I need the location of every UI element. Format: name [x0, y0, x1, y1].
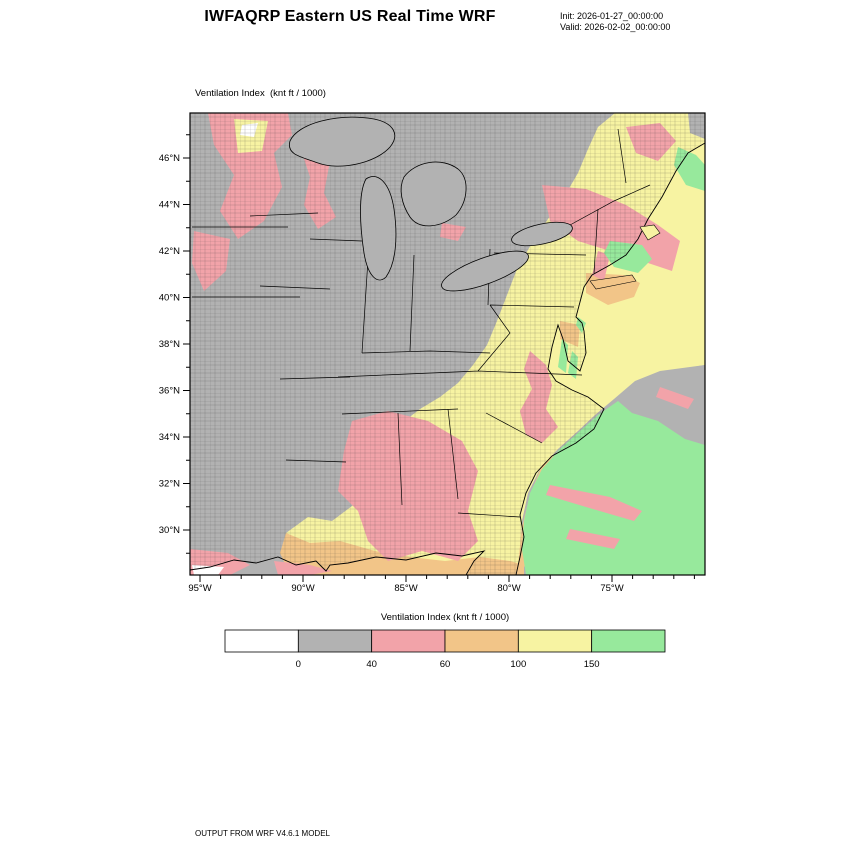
lon-label: 75°W [600, 583, 623, 594]
footer-line1: OUTPUT FROM WRF V4.6.1 MODEL [195, 829, 330, 838]
map-canvas [190, 113, 705, 575]
legend-title: Ventilation Index (knt ft / 1000) [381, 612, 509, 623]
lon-label: 85°W [394, 583, 417, 594]
lat-label: 32°N [159, 479, 180, 490]
map-area: 46°N 44°N 42°N 40°N 38°N 36°N 34°N 32°N … [145, 103, 725, 603]
lon-label: 90°W [291, 583, 314, 594]
lake-superior [289, 116, 396, 167]
lon-axis-labels: 95°W 90°W 85°W 80°W 75°W [188, 583, 623, 594]
lat-axis-labels: 46°N 44°N 42°N 40°N 38°N 36°N 34°N 32°N … [159, 153, 180, 536]
legend-cell-below [224, 629, 299, 653]
legend-cell-40-60 [371, 629, 446, 653]
lon-label: 95°W [188, 583, 211, 594]
cape-cod [639, 224, 661, 241]
state-boundaries [192, 128, 651, 518]
coastline [190, 113, 705, 575]
map-field-label: Ventilation Index (knt ft / 1000) [195, 88, 326, 99]
vi-region-midatlantic-ocean-gray [618, 365, 705, 445]
lake-erie [441, 250, 529, 292]
page-title: IWFAQRP Eastern US Real Time WRF [204, 8, 496, 25]
legend: Ventilation Index (knt ft / 1000) 0 40 6… [210, 610, 680, 675]
legend-tick-labels: 0 40 60 100 150 [296, 659, 600, 670]
legend-tick: 100 [510, 659, 526, 670]
lake-huron [400, 161, 467, 227]
lat-label: 30°N [159, 525, 180, 536]
lat-label: 36°N [159, 386, 180, 397]
valid-time: Valid: 2026-02-02_00:00:00 [560, 22, 671, 32]
lake-michigan [360, 176, 397, 281]
long-island [589, 274, 637, 290]
legend-cell-0-40 [297, 629, 373, 653]
x-major-ticks [199, 575, 613, 582]
great-lakes [289, 116, 573, 292]
legend-colorbar [224, 629, 666, 653]
footer-notes: OUTPUT FROM WRF V4.6.1 MODEL WE = 310 ; … [195, 804, 510, 850]
vi-region-ocean-pink-streak-1 [546, 485, 642, 521]
legend-tick: 40 [366, 659, 377, 670]
legend-svg: Ventilation Index (knt ft / 1000) 0 40 6… [224, 612, 666, 670]
lat-label: 42°N [159, 246, 180, 257]
init-time: Init: 2026-01-27_00:00:00 [560, 11, 664, 21]
lat-label: 44°N [159, 200, 180, 211]
axis-ticks [183, 134, 695, 582]
lat-label: 46°N [159, 153, 180, 164]
legend-cell-60-100 [444, 629, 519, 653]
vi-region-ocean-pink-streak-3 [656, 387, 694, 409]
run-timestamps: Init: 2026-01-27_00:00:00 Valid: 2026-02… [560, 11, 670, 33]
lake-ontario [511, 221, 573, 247]
lat-label: 38°N [159, 339, 180, 350]
legend-tick: 60 [440, 659, 451, 670]
legend-tick: 0 [296, 659, 301, 670]
y-major-ticks [183, 157, 190, 531]
vi-region-ocean-pink-streak-2 [566, 529, 620, 549]
legend-cell-over-150 [591, 629, 666, 653]
lat-label: 40°N [159, 293, 180, 304]
legend-tick: 150 [584, 659, 600, 670]
vi-region-gulf-pink-mid [274, 561, 332, 575]
x-minor-ticks [220, 575, 695, 579]
legend-cell-100-150 [517, 629, 593, 653]
lat-label: 34°N [159, 432, 180, 443]
y-minor-ticks [186, 134, 190, 554]
map-svg: 46°N 44°N 42°N 40°N 38°N 36°N 34°N 32°N … [159, 112, 706, 594]
lon-label: 80°W [497, 583, 520, 594]
